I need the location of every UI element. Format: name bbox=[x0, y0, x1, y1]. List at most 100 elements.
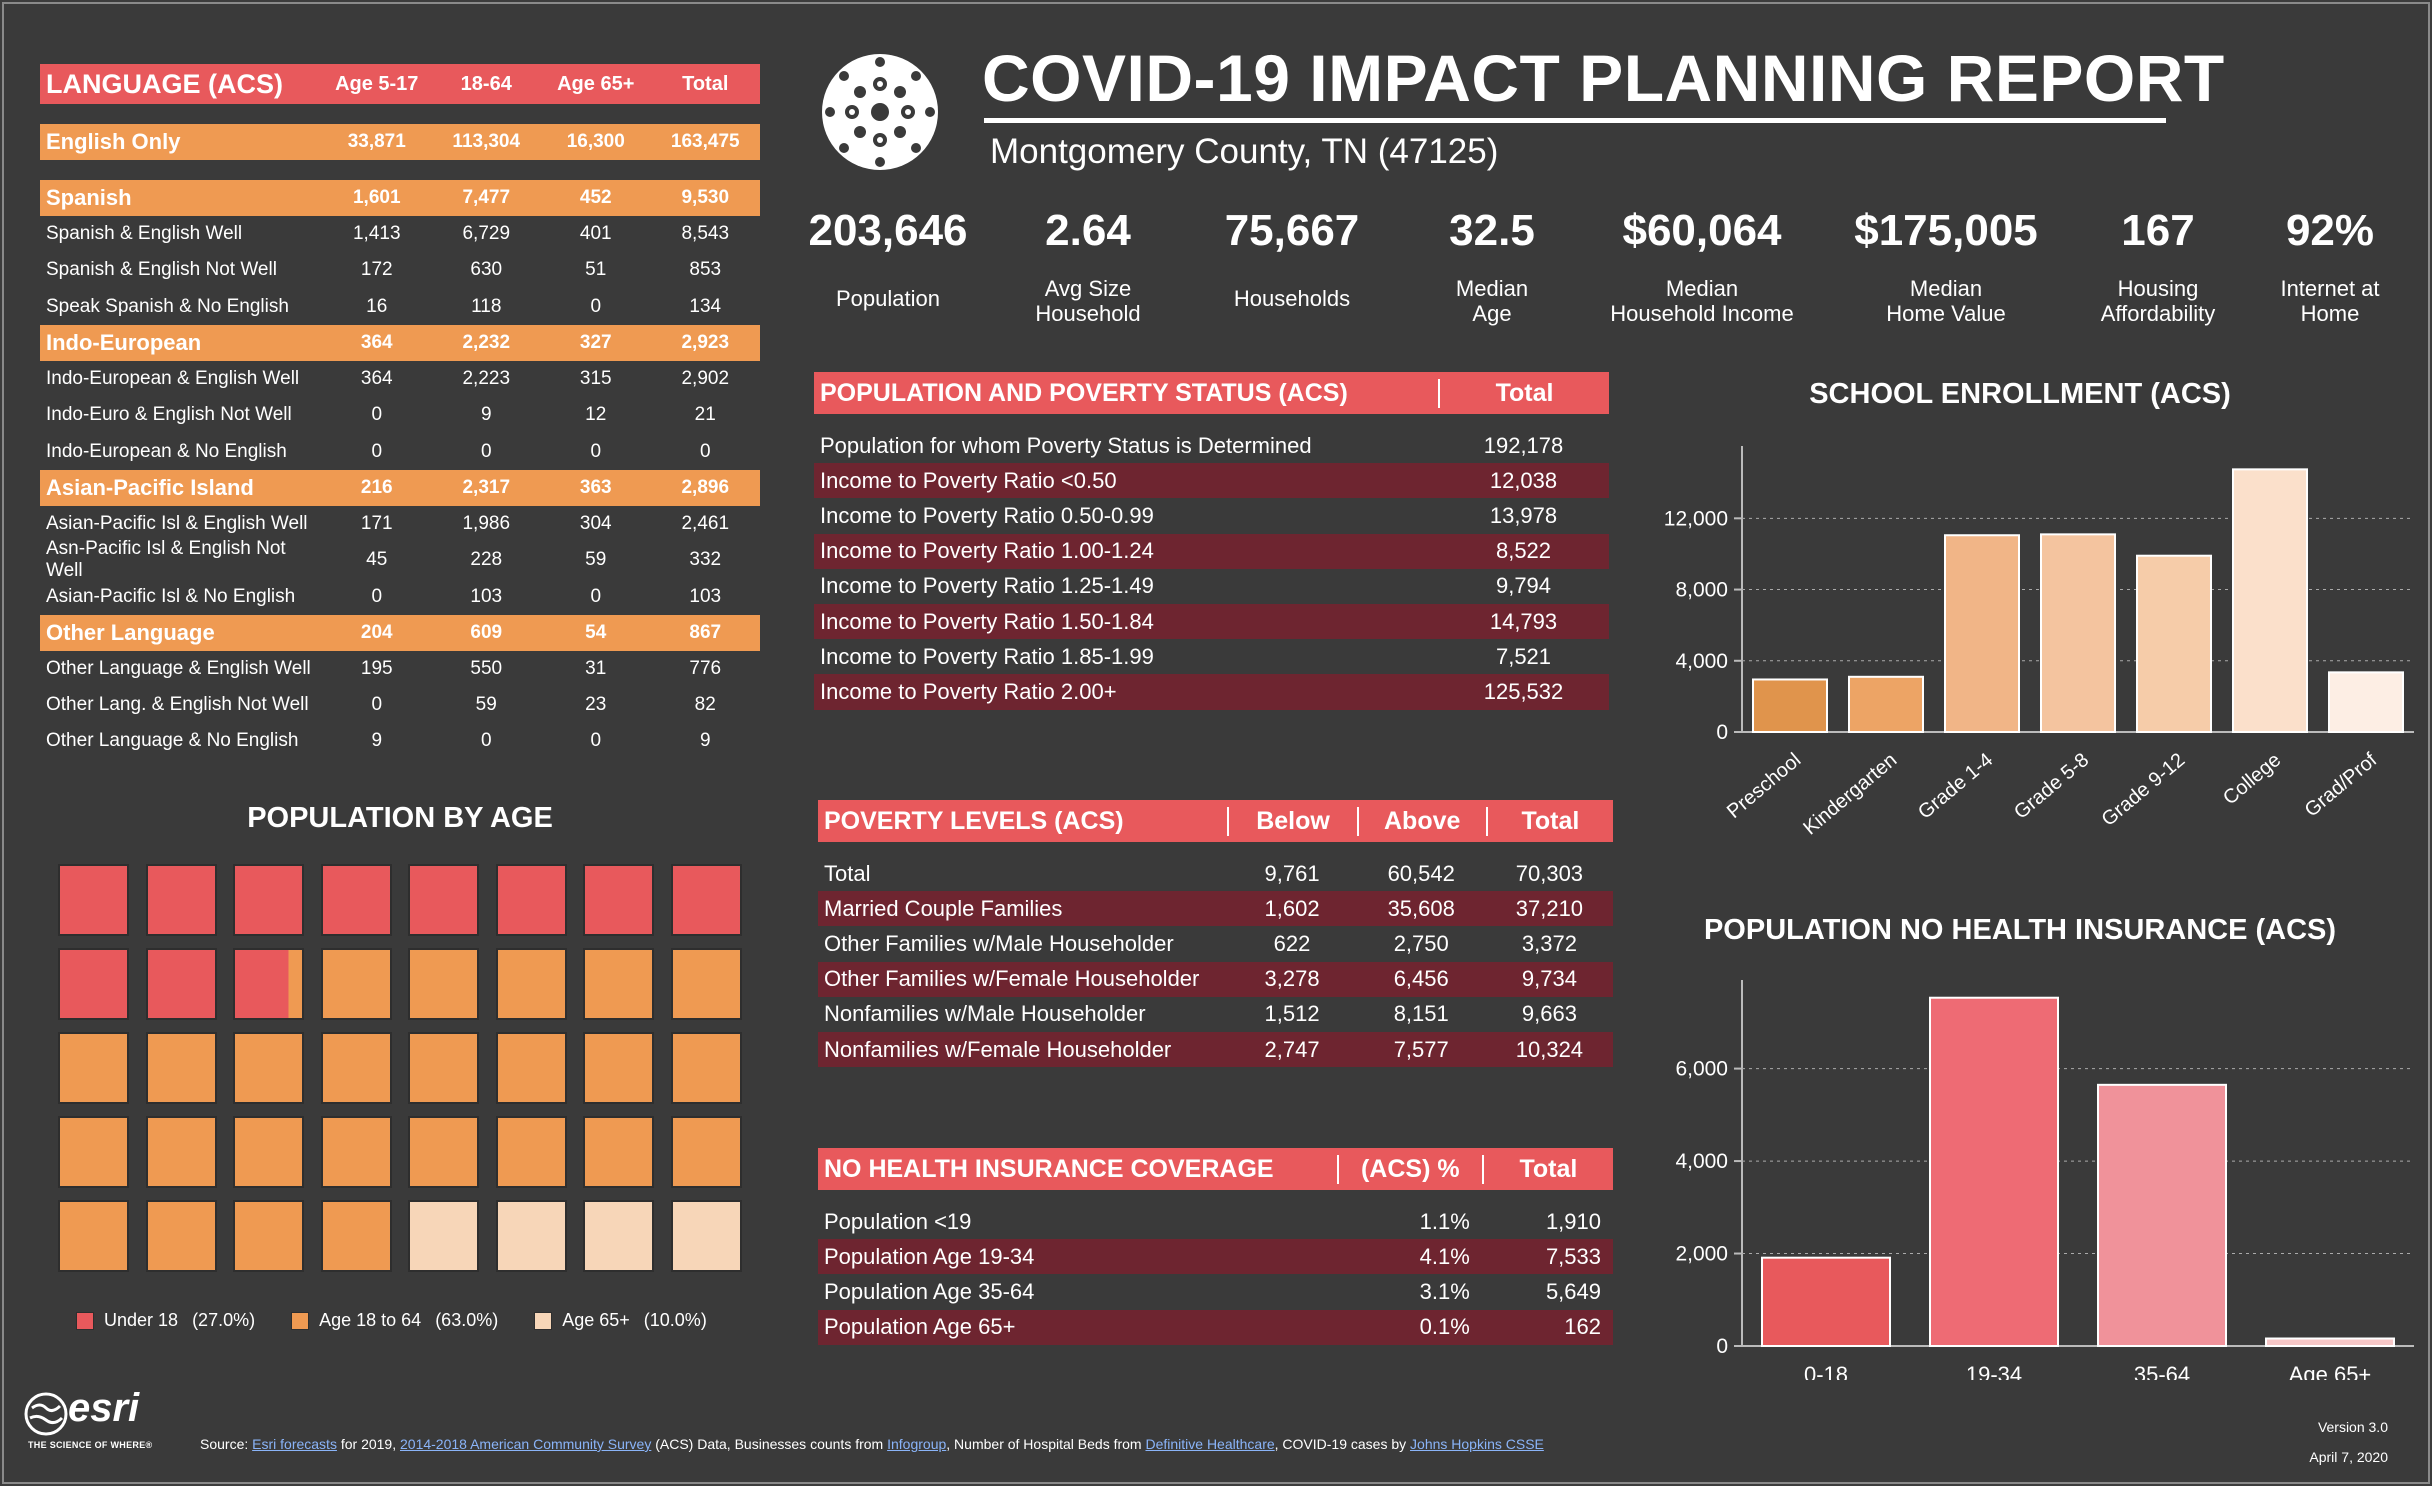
row-label: Other Families w/Male Householder bbox=[824, 930, 1174, 956]
stat-1: 2.64 Avg Size Household bbox=[978, 206, 1198, 326]
age-square bbox=[58, 1032, 129, 1104]
table-row: Population for whom Poverty Status is De… bbox=[814, 428, 1609, 463]
cell-value: 9,663 bbox=[1521, 1001, 1577, 1027]
cell-value: 204 bbox=[360, 621, 393, 643]
bar bbox=[2097, 1083, 2227, 1348]
stat-5: $175,005 Median Home Value bbox=[1836, 206, 2056, 326]
age-square bbox=[408, 864, 479, 936]
cell-value: 8,151 bbox=[1393, 1001, 1449, 1027]
row-label: Income to Poverty Ratio 1.85-1.99 bbox=[820, 643, 1154, 669]
bar bbox=[1761, 1256, 1891, 1348]
report-date: April 7, 2020 bbox=[2309, 1449, 2388, 1465]
stat-label: Internet at Home bbox=[2280, 276, 2380, 326]
cell-value: 23 bbox=[585, 694, 607, 716]
cell-value: 171 bbox=[360, 512, 393, 534]
row-label: Speak Spanish & No English bbox=[46, 295, 289, 317]
stat-4: $60,064 Median Household Income bbox=[1592, 206, 1812, 326]
language-sub-row: Other Language & No English 9 0 0 9 bbox=[40, 723, 760, 759]
cell-value: 9 bbox=[371, 730, 383, 752]
row-label: Nonfamilies w/Male Householder bbox=[824, 1001, 1146, 1027]
age-square bbox=[408, 1200, 479, 1272]
age-square bbox=[58, 864, 129, 936]
row-label: Population Age 65+ bbox=[824, 1314, 1016, 1340]
table-row: Married Couple Families 1,602 35,608 37,210 bbox=[818, 891, 1613, 927]
legend-label: Under 18 bbox=[104, 1310, 179, 1330]
spacer bbox=[40, 160, 760, 180]
row-label: Population for whom Poverty Status is De… bbox=[820, 432, 1312, 458]
version-info: Version 3.0 April 7, 2020 bbox=[2309, 1412, 2388, 1472]
table-row: Income to Poverty Ratio 1.25-1.49 9,794 bbox=[814, 569, 1609, 604]
source-link[interactable]: Definitive Healthcare bbox=[1145, 1436, 1275, 1452]
cell-value: 45 bbox=[366, 549, 388, 571]
cell-value: 609 bbox=[470, 621, 503, 643]
legend-18-to-64: Age 18 to 64 (63.0%) bbox=[291, 1310, 498, 1331]
cell-value: 304 bbox=[579, 512, 612, 534]
cell-value: 6,729 bbox=[462, 223, 511, 245]
x-tick-label: 19-34 bbox=[1966, 1362, 2022, 1380]
stat-label: Avg Size Household bbox=[1035, 276, 1141, 326]
cell-value: 70,303 bbox=[1515, 860, 1584, 886]
age-square bbox=[145, 1116, 217, 1188]
cell-value: 7,577 bbox=[1393, 1036, 1449, 1062]
language-sub-row: Spanish & English Well 1,413 6,729 401 8,543 bbox=[40, 216, 760, 252]
source-link[interactable]: Johns Hopkins CSSE bbox=[1410, 1436, 1544, 1452]
cell-value: 1.1% bbox=[1419, 1208, 1470, 1234]
row-label: Asian-Pacific Isl & No English bbox=[46, 585, 296, 607]
x-tick-label: Kindergarten bbox=[1799, 749, 1901, 839]
source-link[interactable]: Infogroup bbox=[887, 1436, 947, 1452]
cell-value: 363 bbox=[579, 476, 612, 498]
language-group-row: Asian-Pacific Island 216 2,317 363 2,896 bbox=[40, 469, 760, 506]
row-label: Population Age 19-34 bbox=[824, 1243, 1035, 1269]
table-row: Population Age 35-64 3.1% 5,649 bbox=[818, 1274, 1613, 1309]
source-text: for 2019, bbox=[336, 1436, 400, 1452]
age-square bbox=[320, 864, 392, 936]
cell-value: 16,300 bbox=[566, 131, 625, 152]
cell-value: 3,278 bbox=[1264, 966, 1320, 992]
row-label: Spanish & English Well bbox=[46, 223, 243, 245]
x-tick-label: College bbox=[2219, 749, 2285, 809]
no-health-insurance-chart-title: POPULATION NO HEALTH INSURANCE (ACS) bbox=[1703, 914, 2337, 946]
age-square bbox=[495, 1116, 567, 1188]
cell-value: 5,649 bbox=[1545, 1278, 1601, 1304]
cell-value: 228 bbox=[470, 549, 503, 571]
row-label: Population Age 35-64 bbox=[824, 1278, 1035, 1304]
cell-value: 2,747 bbox=[1264, 1036, 1320, 1062]
row-label: Spanish & English Not Well bbox=[46, 259, 277, 281]
stat-value: 2.64 bbox=[1045, 206, 1131, 255]
source-link[interactable]: Esri forecasts bbox=[252, 1436, 337, 1452]
cell-value: 134 bbox=[689, 295, 722, 317]
age-square bbox=[145, 864, 217, 936]
legend-pct: (63.0%) bbox=[435, 1310, 499, 1330]
stat-0: 203,646 Population bbox=[778, 206, 998, 311]
header-cell: Total bbox=[1485, 806, 1613, 836]
age-square bbox=[670, 1032, 742, 1104]
cell-value: 35,608 bbox=[1387, 895, 1455, 921]
cell-value: 2,232 bbox=[462, 331, 511, 353]
y-tick-label: 12,000 bbox=[1664, 507, 1728, 530]
cell-value: 195 bbox=[360, 657, 393, 679]
cell-value: 162 bbox=[1564, 1314, 1601, 1340]
cell-value: 59 bbox=[585, 549, 607, 571]
cell-value: 2,923 bbox=[681, 331, 730, 353]
row-label: LANGUAGE (ACS) bbox=[46, 68, 283, 99]
cell-value: 452 bbox=[579, 187, 612, 208]
table-row: Population <19 1.1% 1,910 bbox=[818, 1204, 1613, 1239]
age-square bbox=[233, 1200, 304, 1272]
age-square bbox=[670, 1200, 742, 1272]
cell-value: 192,178 bbox=[1483, 432, 1564, 458]
stat-value: 92% bbox=[2285, 206, 2375, 255]
row-label: Asn-Pacific Isl & English Not Well bbox=[46, 538, 286, 582]
cell-value: 1,910 bbox=[1545, 1208, 1601, 1234]
stat-label: Median Household Income bbox=[1610, 276, 1794, 326]
stat-2: 75,667 Households bbox=[1182, 206, 1402, 311]
age-square bbox=[495, 864, 567, 936]
table-row: Nonfamilies w/Male Householder 1,512 8,151… bbox=[818, 997, 1613, 1032]
source-link[interactable]: 2014-2018 American Community Survey bbox=[400, 1436, 652, 1452]
cell-value: 82 bbox=[694, 694, 716, 716]
row-label: Income to Poverty Ratio 1.25-1.49 bbox=[820, 573, 1154, 599]
age-square bbox=[495, 948, 567, 1020]
age-square bbox=[233, 1032, 304, 1104]
cell-value: 2,223 bbox=[462, 368, 511, 390]
cell-value: 1,512 bbox=[1264, 1001, 1320, 1027]
cell-value: 2,750 bbox=[1393, 930, 1449, 956]
